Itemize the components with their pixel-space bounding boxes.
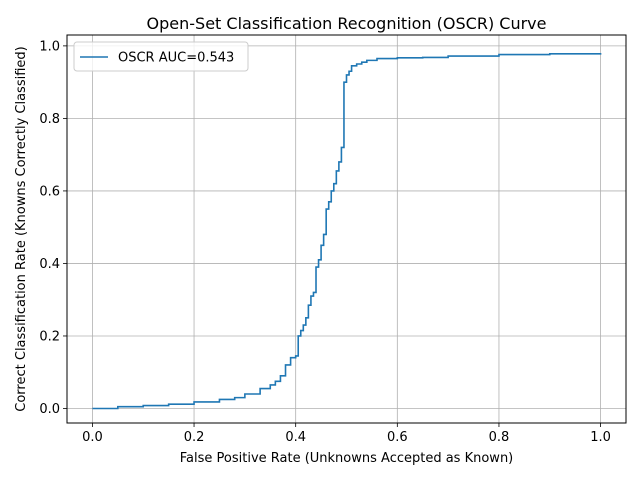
axes-frame <box>66 34 627 424</box>
y-tick-label: 0.8 <box>39 112 60 127</box>
y-tick-label: 0.2 <box>39 329 60 344</box>
y-tick-label: 0.6 <box>39 184 60 199</box>
y-tick-label: 1.0 <box>39 39 60 54</box>
x-tick-label: 0.2 <box>184 430 205 445</box>
x-tick-label: 1.0 <box>590 430 611 445</box>
x-tick-label: 0.4 <box>285 430 306 445</box>
legend-label: OSCR AUC=0.543 <box>118 51 234 66</box>
y-tick-label: 0.0 <box>39 402 60 417</box>
grid-lines <box>67 35 626 423</box>
x-tick-label: 0.8 <box>489 430 510 445</box>
y-axis-ticks: 0.0 0.2 0.4 0.6 0.8 1.0 <box>39 39 67 417</box>
series-line <box>92 53 602 410</box>
legend: OSCR AUC=0.543 <box>73 41 249 72</box>
series-layer <box>92 53 602 410</box>
x-tick-label: 0.0 <box>82 430 103 445</box>
y-axis-title: Correct Classification Rate (Knowns Corr… <box>14 46 29 411</box>
chart-title: Open-Set Classification Recognition (OSC… <box>147 14 547 33</box>
y-tick-label: 0.4 <box>39 257 60 272</box>
x-axis-title: False Positive Rate (Unknowns Accepted a… <box>180 451 514 466</box>
legend-box <box>73 41 249 72</box>
x-axis-ticks: 0.0 0.2 0.4 0.6 0.8 1.0 <box>82 423 611 445</box>
x-tick-label: 0.6 <box>387 430 408 445</box>
